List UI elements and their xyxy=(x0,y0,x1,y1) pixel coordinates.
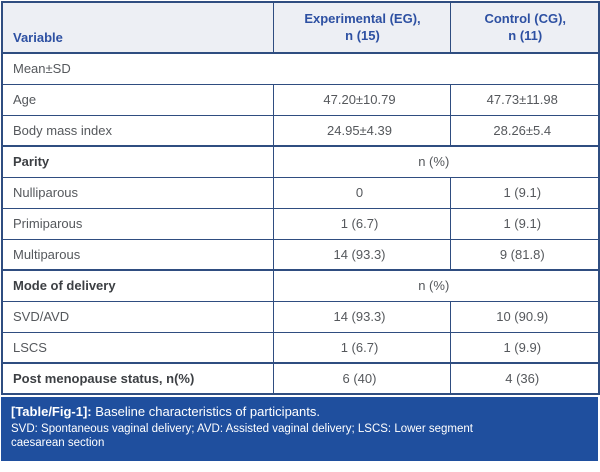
table-row-nulliparous: Nulliparous 0 1 (9.1) xyxy=(1,176,600,209)
table-row-parity-section: Parity n (%) xyxy=(1,145,600,178)
row-label-multiparous: Multiparous xyxy=(1,238,274,271)
header-variable: Variable xyxy=(1,1,274,54)
header-row: Variable Experimental (EG), n (15) Contr… xyxy=(1,1,600,54)
header-experimental-line1: Experimental (EG), xyxy=(304,11,421,27)
table-row-multiparous: Multiparous 14 (93.3) 9 (81.8) xyxy=(1,238,600,271)
nulliparous-eg-value: 0 xyxy=(272,176,451,209)
figure-caption: [Table/Fig-1]: Baseline characteristics … xyxy=(11,403,588,421)
multiparous-cg-value: 9 (81.8) xyxy=(449,238,600,271)
table-row-lscs: LSCS 1 (6.7) 1 (9.9) xyxy=(1,331,600,364)
age-eg-value: 47.20±10.79 xyxy=(272,83,451,116)
row-label-lscs: LSCS xyxy=(1,331,274,364)
figure-caption-label: [Table/Fig-1]: xyxy=(11,404,92,419)
header-control-line2: n (11) xyxy=(508,27,543,43)
row-label-nulliparous: Nulliparous xyxy=(1,176,274,209)
baseline-characteristics-table: Variable Experimental (EG), n (15) Contr… xyxy=(1,1,600,395)
row-label-mode-of-delivery: Mode of delivery xyxy=(1,269,274,302)
bmi-eg-value: 24.95±4.39 xyxy=(272,114,451,147)
post-menopause-eg-value: 6 (40) xyxy=(272,362,451,395)
age-cg-value: 47.73±11.98 xyxy=(449,83,600,116)
post-menopause-cg-value: 4 (36) xyxy=(449,362,600,395)
mode-of-delivery-unit-cell: n (%) xyxy=(272,269,600,302)
table-row-primiparous: Primiparous 1 (6.7) 1 (9.1) xyxy=(1,207,600,240)
bmi-cg-value: 28.26±5.4 xyxy=(449,114,600,147)
table-row-post-menopause: Post menopause status, n(%) 6 (40) 4 (36… xyxy=(1,362,600,395)
svd-avd-eg-value: 14 (93.3) xyxy=(272,300,451,333)
header-control-line1: Control (CG), xyxy=(484,11,567,27)
row-label-bmi: Body mass index xyxy=(1,114,274,147)
row-label-age: Age xyxy=(1,83,274,116)
figure-caption-text: Baseline characteristics of participants… xyxy=(95,404,320,419)
header-experimental-group: Experimental (EG), n (15) xyxy=(272,1,451,54)
lscs-eg-value: 1 (6.7) xyxy=(272,331,451,364)
figure-caption-band: [Table/Fig-1]: Baseline characteristics … xyxy=(1,397,598,461)
multiparous-eg-value: 14 (93.3) xyxy=(272,238,451,271)
row-label-post-menopause: Post menopause status, n(%) xyxy=(1,362,274,395)
header-control-group: Control (CG), n (11) xyxy=(449,1,600,54)
row-label-svd-avd: SVD/AVD xyxy=(1,300,274,333)
row-label-mean-sd: Mean±SD xyxy=(1,52,600,85)
table-row-mode-of-delivery-section: Mode of delivery n (%) xyxy=(1,269,600,302)
primiparous-cg-value: 1 (9.1) xyxy=(449,207,600,240)
table-row-mean-sd: Mean±SD xyxy=(1,52,600,85)
row-label-parity: Parity xyxy=(1,145,274,178)
abbreviations-footnote: SVD: Spontaneous vaginal delivery; AVD: … xyxy=(11,422,473,450)
table-row-bmi: Body mass index 24.95±4.39 28.26±5.4 xyxy=(1,114,600,147)
table-row-age: Age 47.20±10.79 47.73±11.98 xyxy=(1,83,600,116)
primiparous-eg-value: 1 (6.7) xyxy=(272,207,451,240)
nulliparous-cg-value: 1 (9.1) xyxy=(449,176,600,209)
svd-avd-cg-value: 10 (90.9) xyxy=(449,300,600,333)
lscs-cg-value: 1 (9.9) xyxy=(449,331,600,364)
header-experimental-line2: n (15) xyxy=(345,27,380,43)
row-label-primiparous: Primiparous xyxy=(1,207,274,240)
parity-unit-cell: n (%) xyxy=(272,145,600,178)
table-row-svd-avd: SVD/AVD 14 (93.3) 10 (90.9) xyxy=(1,300,600,333)
